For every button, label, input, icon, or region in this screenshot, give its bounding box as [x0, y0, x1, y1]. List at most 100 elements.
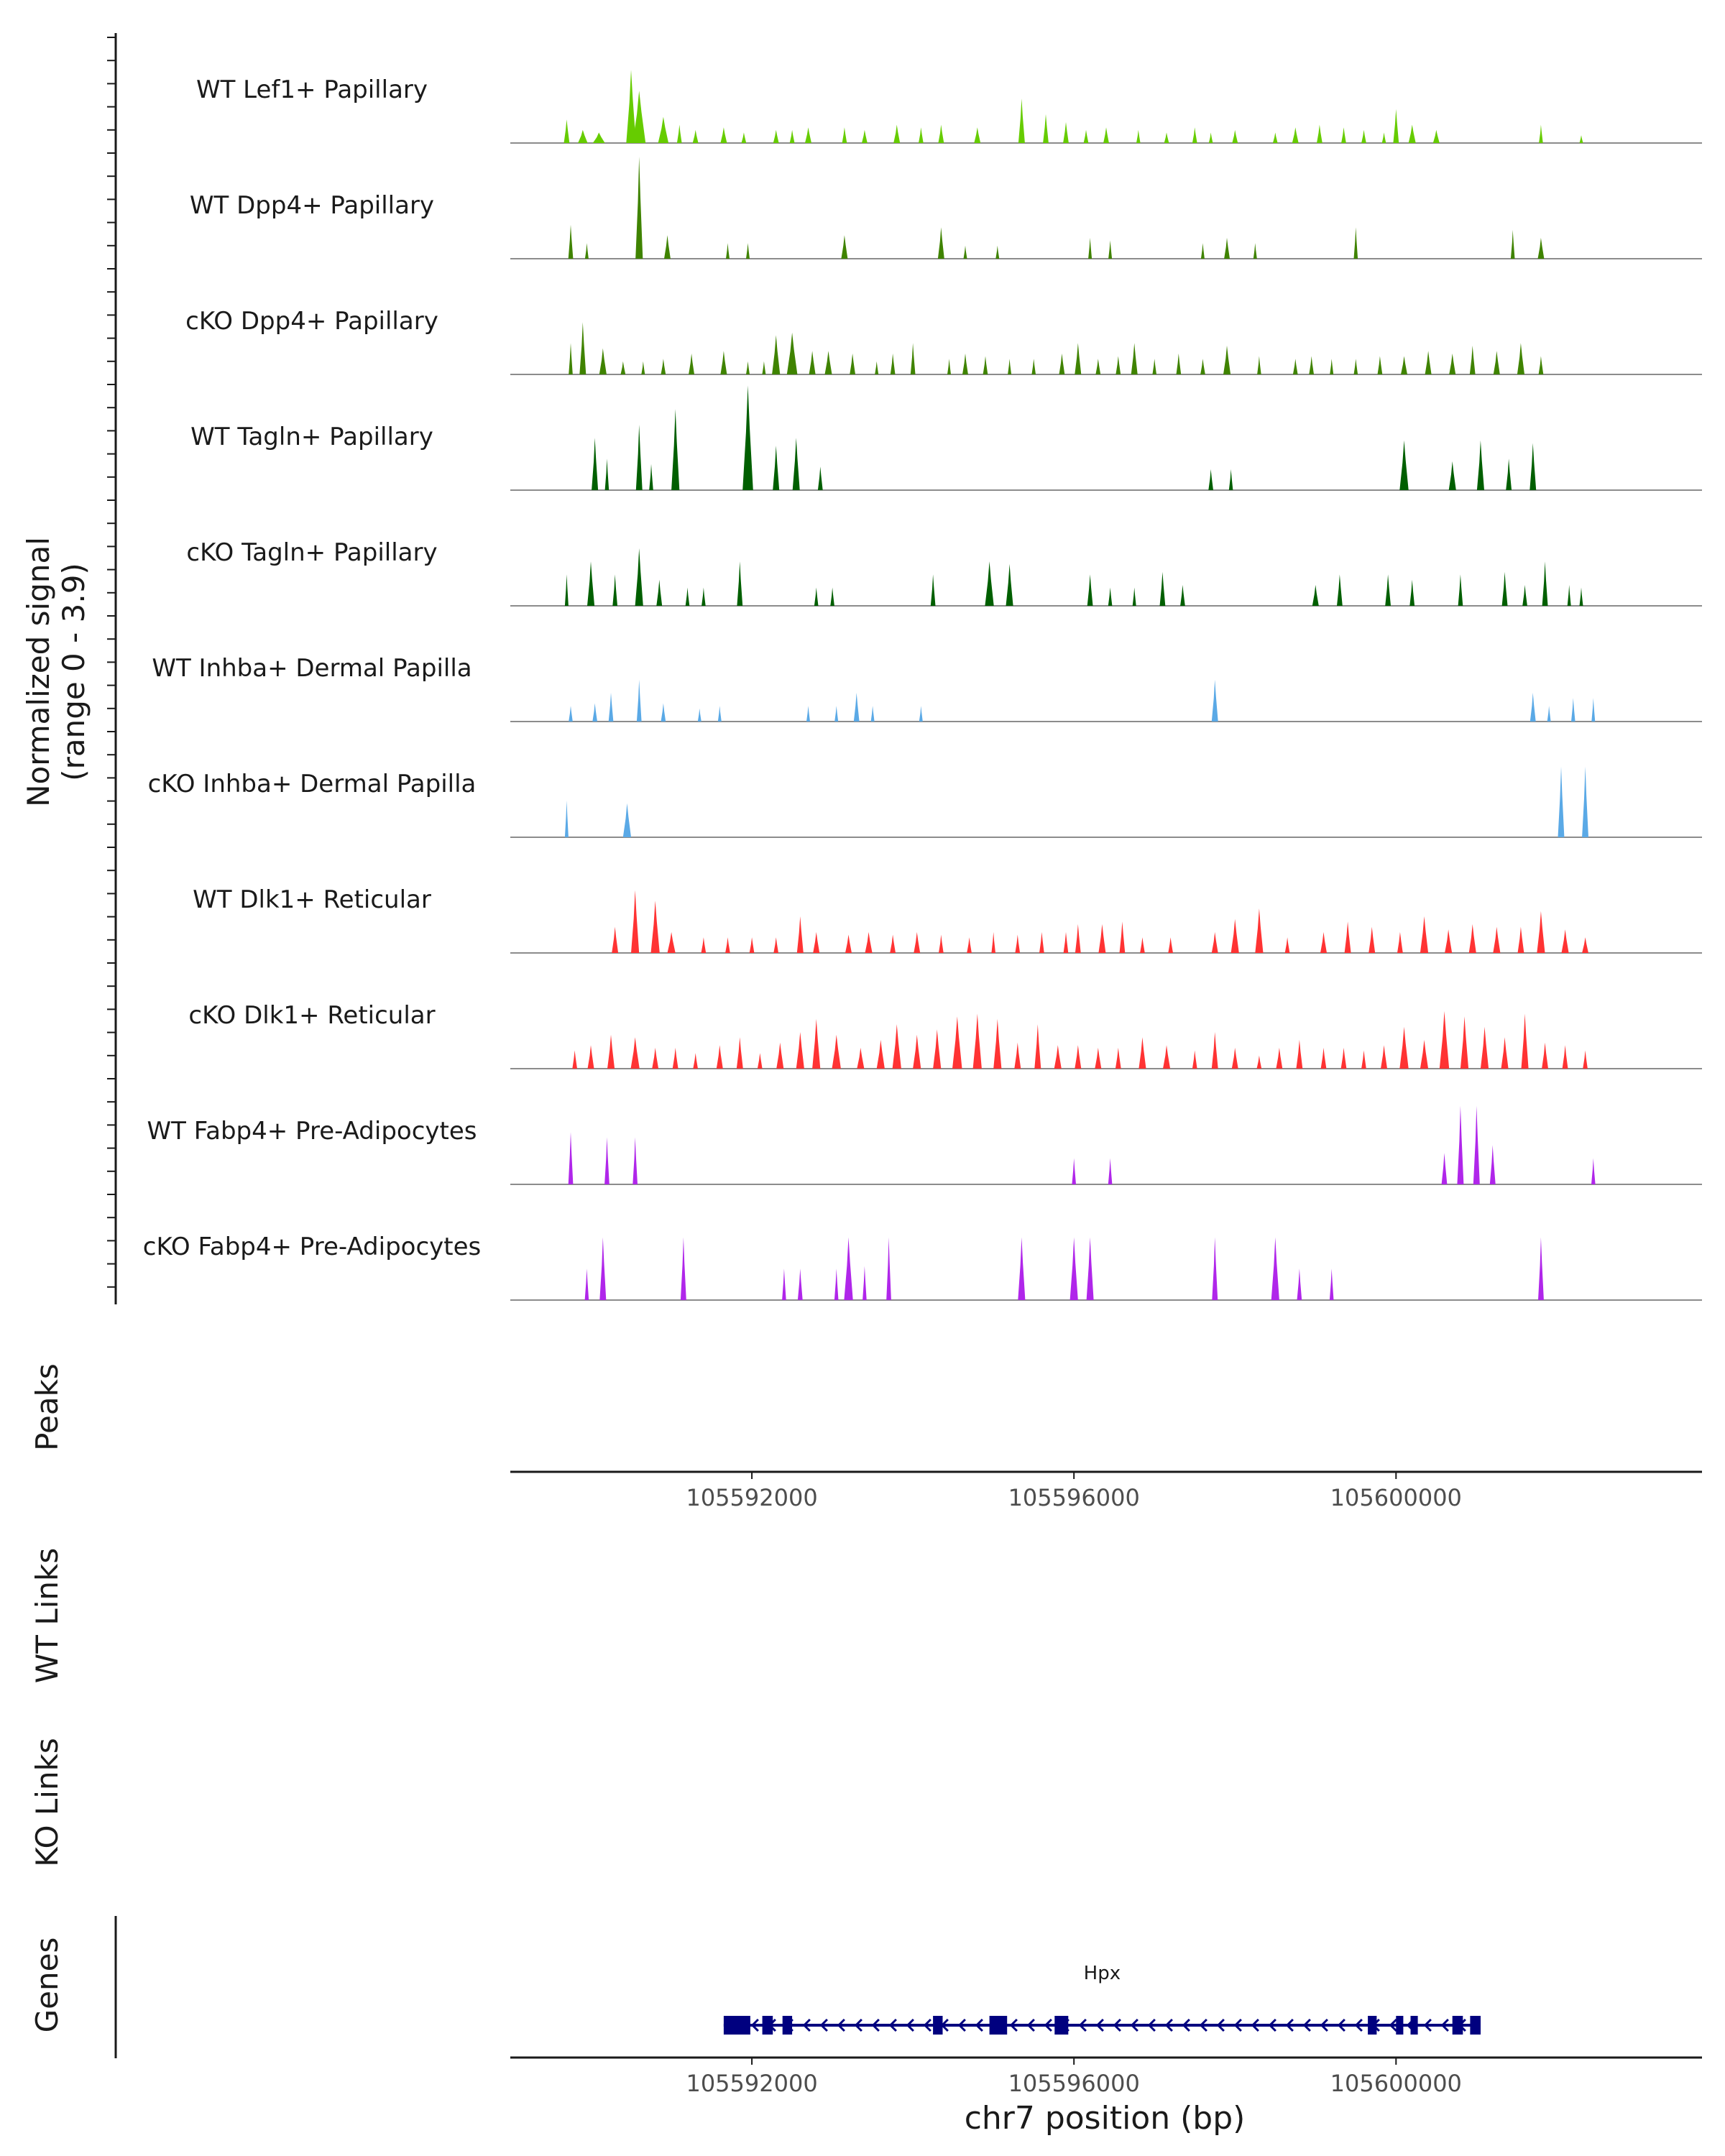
coverage-peak — [692, 129, 699, 143]
coverage-peak — [1399, 440, 1409, 490]
coverage-peak — [1132, 587, 1136, 606]
gene-exon — [782, 2016, 793, 2035]
coverage-peak — [564, 119, 570, 143]
coverage-peak — [1253, 243, 1257, 259]
coverage-peak — [1232, 129, 1238, 143]
track-label-cko-tagln-papillary: cKO Tagln+ Papillary — [186, 538, 437, 567]
track-label-wt-lef1-papillary: WT Lef1+ Papillary — [196, 75, 428, 104]
coverage-peak — [913, 1034, 921, 1069]
track-label-wt-dlk1-reticular: WT Dlk1+ Reticular — [193, 885, 431, 914]
gene-exon — [1396, 2016, 1404, 2035]
coverage-peak — [1063, 121, 1069, 143]
coverage-peak — [786, 332, 798, 374]
coverage-peak — [773, 129, 779, 143]
coverage-peak — [1583, 1050, 1588, 1069]
coverage-peak — [1164, 132, 1169, 143]
coverage-peak — [1493, 926, 1501, 953]
coverage-peak — [1522, 584, 1527, 606]
coverage-peak — [607, 1034, 615, 1069]
coverage-peak — [1317, 124, 1322, 143]
strand-arrow — [750, 2018, 759, 2032]
coverage-peak — [1168, 937, 1173, 953]
coverage-peak — [834, 706, 839, 722]
strand-arrow — [1233, 2018, 1242, 2032]
coverage-peak — [622, 803, 631, 837]
coverage-peak — [1408, 124, 1416, 143]
coverage-peak — [1212, 1237, 1218, 1300]
coverage-peak — [632, 91, 646, 143]
coverage-peak — [569, 706, 573, 722]
coverage-peak — [1385, 574, 1391, 606]
bottom-x-axis: 105592000 105596000 105600000 — [686, 2058, 1462, 2097]
coverage-peak — [1284, 937, 1290, 953]
coverage-peak — [1176, 353, 1182, 374]
coverage-peak — [812, 1018, 821, 1069]
coverage-peak — [579, 322, 586, 374]
coverage-peak — [685, 587, 690, 606]
coverage-peak — [834, 1268, 839, 1300]
coverage-peak — [1034, 1024, 1041, 1069]
coverage-peak — [772, 335, 781, 374]
strand-arrow — [1113, 2018, 1121, 2032]
coverage-peak — [584, 1268, 589, 1300]
coverage-peak — [792, 438, 800, 490]
strand-arrow — [975, 2018, 983, 2032]
coverage-peak — [720, 351, 727, 374]
coverage-peak — [865, 931, 873, 953]
x-tick-label: 105592000 — [686, 2070, 817, 2097]
gene-exon — [933, 2016, 943, 2035]
strand-arrow — [1302, 2018, 1311, 2032]
coverage-peak — [796, 916, 804, 953]
coverage-peak — [749, 937, 755, 953]
coverage-peak — [717, 706, 722, 722]
coverage-peak — [1211, 1032, 1218, 1069]
coverage-peak — [1521, 1013, 1529, 1069]
coverage-peak — [1018, 1237, 1026, 1300]
coverage-peak — [1381, 132, 1386, 143]
coverage-peak — [814, 587, 819, 606]
strand-arrow — [819, 2018, 828, 2032]
track-label-cko-fabp4-pre-adipocytes: cKO Fabp4+ Pre-Adipocytes — [143, 1233, 482, 1261]
coverage-peak — [862, 129, 868, 143]
coverage-peak — [737, 561, 743, 606]
strand-arrow — [957, 2018, 966, 2032]
coverage-peak — [1180, 584, 1185, 606]
coverage-peak — [886, 1237, 891, 1300]
coverage-peak — [1542, 561, 1548, 606]
coverage-peak — [991, 931, 995, 953]
strand-arrow — [1337, 2018, 1346, 2032]
coverage-peak — [716, 1045, 723, 1069]
coverage-peak — [1098, 923, 1106, 953]
track-cko-fabp4-pre-adipocytes: cKO Fabp4+ Pre-Adipocytes — [143, 1233, 1702, 1301]
coverage-peak — [1159, 571, 1166, 606]
coverage-peak — [890, 353, 896, 374]
track-label-cko-dlk1-reticular: cKO Dlk1+ Reticular — [188, 1001, 435, 1030]
coverage-peak — [1070, 1237, 1078, 1300]
coverage-peak — [782, 1268, 786, 1300]
coverage-peak — [1309, 356, 1314, 374]
coverage-peak — [1095, 1047, 1102, 1069]
coverage-peak — [1337, 574, 1343, 606]
coverage-peak — [1458, 574, 1463, 606]
coverage-peak — [1140, 937, 1145, 953]
coverage-peak — [993, 1018, 1002, 1069]
coverage-peak — [1582, 937, 1588, 953]
coverage-peak — [789, 129, 795, 143]
gene-exon — [989, 2016, 1008, 2035]
coverage-peak — [1579, 587, 1583, 606]
strand-arrow — [854, 2018, 862, 2032]
coverage-peak — [1361, 129, 1366, 143]
coverage-peak — [1449, 353, 1456, 374]
coverage-peak — [972, 1013, 982, 1069]
ko-links-label: KO Links — [29, 1738, 65, 1867]
coverage-peak — [1561, 929, 1569, 953]
coverage-peak — [893, 124, 901, 143]
coverage-peak — [671, 409, 680, 490]
track-wt-lef1-papillary: WT Lef1+ Papillary — [196, 70, 1702, 144]
coverage-peak — [592, 438, 599, 490]
coverage-peak — [817, 466, 823, 490]
coverage-peak — [587, 1045, 594, 1069]
coverage-peak — [1031, 359, 1036, 374]
coverage-peak — [1014, 1042, 1021, 1069]
coverage-peak — [1460, 1016, 1469, 1069]
